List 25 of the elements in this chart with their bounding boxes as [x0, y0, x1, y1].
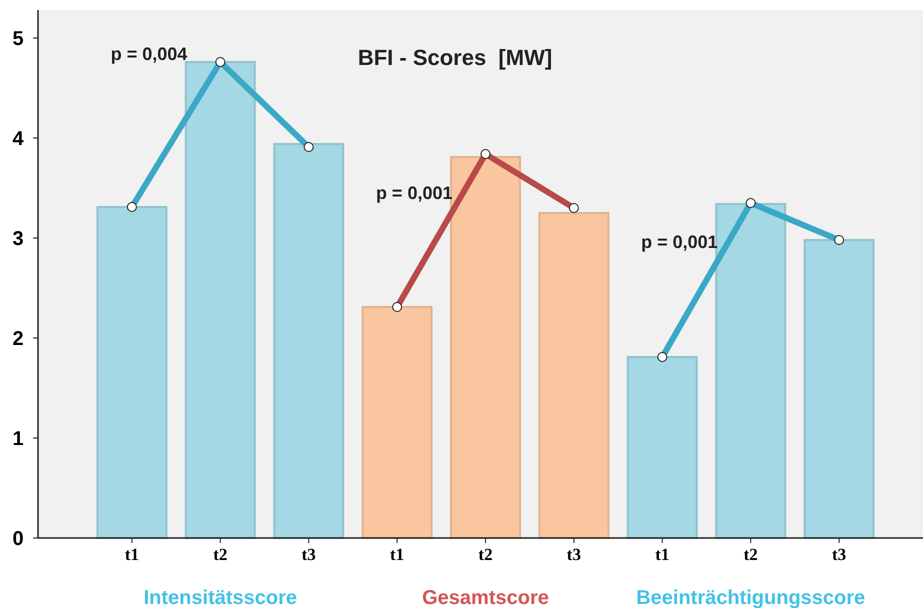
y-tick-label: 4	[12, 128, 24, 150]
x-tick-label: t3	[302, 545, 316, 564]
x-tick-label: t1	[655, 545, 670, 564]
text: Gesamtscore	[422, 587, 549, 608]
x-tick-label: t3	[832, 545, 846, 564]
text: BFI - Scores [MW]	[358, 45, 552, 70]
x-tick-label: t1	[390, 545, 404, 564]
y-tick-label: 2	[12, 328, 24, 350]
x-tick-label: t1	[124, 545, 140, 564]
x-tick-label: t2	[478, 545, 493, 564]
y-tick-label: 5	[12, 28, 24, 50]
x-tick-label: t2	[744, 545, 758, 564]
annotation: p = 0,004	[110, 44, 188, 64]
x-tick-label: t2	[213, 545, 228, 564]
y-tick-label: 0	[12, 528, 24, 550]
text: Intensitätsscore	[144, 587, 298, 608]
bar	[273, 143, 344, 539]
text: Beeinträchtigungsscore	[636, 587, 866, 608]
annotation: p = 0,001	[641, 232, 718, 252]
annotation: p = 0,001	[376, 183, 452, 203]
x-tick-label: t3	[566, 545, 581, 564]
bar	[804, 239, 875, 539]
y-tick-label: 3	[12, 228, 24, 250]
bar	[538, 212, 610, 539]
y-tick-label: 1	[12, 428, 24, 450]
